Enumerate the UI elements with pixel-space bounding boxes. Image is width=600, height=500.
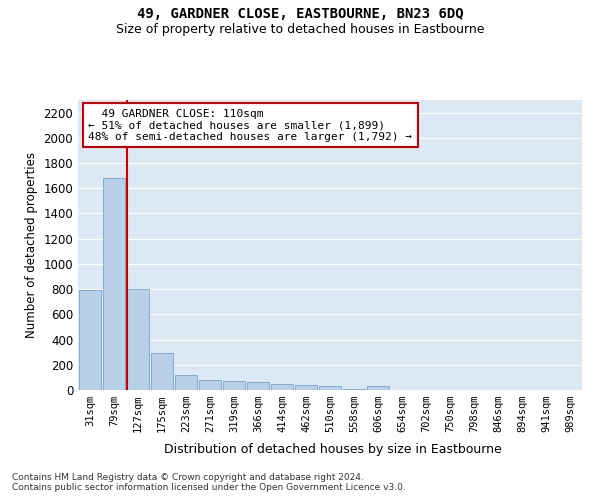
Bar [151,353,173,390]
Bar [247,382,269,390]
Text: Contains public sector information licensed under the Open Government Licence v3: Contains public sector information licen… [12,482,406,492]
Bar [127,289,149,390]
Bar [103,178,125,390]
Bar [79,290,101,390]
Text: 49 GARDNER CLOSE: 110sqm
← 51% of detached houses are smaller (1,899)
48% of sem: 49 GARDNER CLOSE: 110sqm ← 51% of detach… [88,108,412,142]
Bar [271,384,293,390]
Bar [367,386,389,390]
Bar [199,380,221,390]
Text: Distribution of detached houses by size in Eastbourne: Distribution of detached houses by size … [164,442,502,456]
Bar [319,386,341,390]
Text: Contains HM Land Registry data © Crown copyright and database right 2024.: Contains HM Land Registry data © Crown c… [12,472,364,482]
Text: 49, GARDNER CLOSE, EASTBOURNE, BN23 6DQ: 49, GARDNER CLOSE, EASTBOURNE, BN23 6DQ [137,8,463,22]
Bar [223,381,245,390]
Bar [295,385,317,390]
Y-axis label: Number of detached properties: Number of detached properties [25,152,38,338]
Text: Size of property relative to detached houses in Eastbourne: Size of property relative to detached ho… [116,22,484,36]
Bar [175,375,197,390]
